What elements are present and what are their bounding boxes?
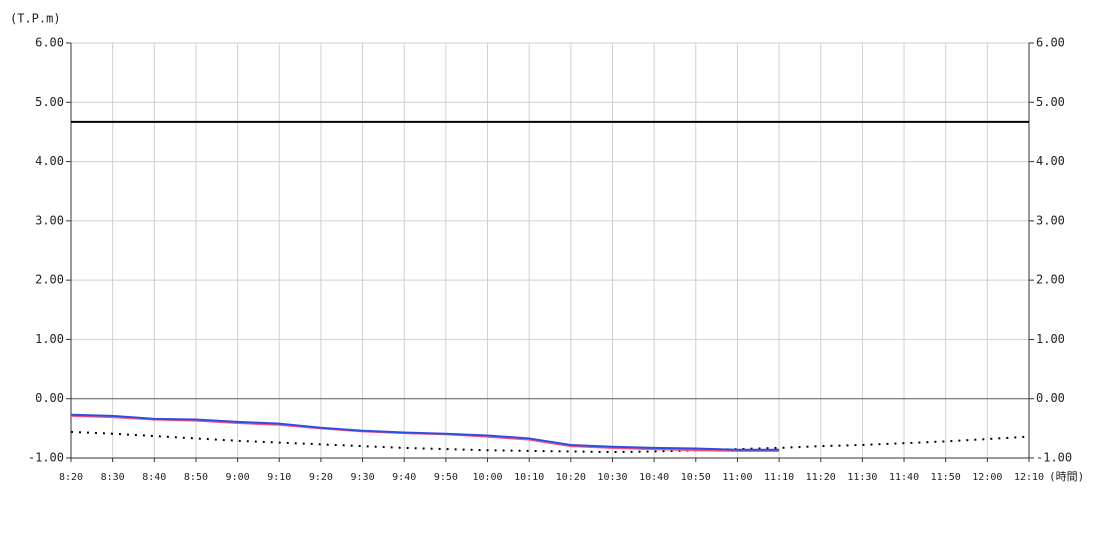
x-tick-label: 11:10 (764, 472, 794, 483)
y-tick-label: 2.00 (35, 273, 64, 287)
x-tick-label: 10:20 (556, 472, 586, 483)
y2-tick-label: -1.00 (1036, 451, 1072, 465)
x-tick-label: 10:30 (597, 472, 627, 483)
x-tick-label: 9:10 (267, 472, 291, 483)
x-tick-label: 12:00 (972, 472, 1002, 483)
x-tick-label: 11:20 (806, 472, 836, 483)
x-tick-label: 10:40 (639, 472, 669, 483)
y2-tick-label: 2.00 (1036, 273, 1065, 287)
y-tick-label: -1.00 (28, 451, 64, 465)
x-tick-label: 9:40 (392, 472, 416, 483)
y2-tick-label: 5.00 (1036, 95, 1065, 109)
y-tick-label: 3.00 (35, 213, 64, 227)
x-tick-label: 11:00 (722, 472, 752, 483)
x-tick-label: 10:50 (681, 472, 711, 483)
x-tick-label: 8:20 (59, 472, 83, 483)
y2-tick-label: 1.00 (1036, 332, 1065, 346)
x-tick-label: 10:10 (514, 472, 544, 483)
x-tick-label: 9:50 (434, 472, 458, 483)
y-tick-label: 0.00 (35, 391, 64, 405)
y-tick-label: 4.00 (35, 154, 64, 168)
x-tick-label: 11:40 (889, 472, 919, 483)
series-line (70, 413, 780, 451)
x-tick-label: 9:30 (351, 472, 375, 483)
x-tick-label: 11:50 (931, 472, 961, 483)
x-tick-label: 9:20 (309, 472, 333, 483)
y2-tick-label: 0.00 (1036, 391, 1065, 405)
y2-tick-label: 6.00 (1036, 36, 1065, 50)
x-tick-label: 10:00 (472, 472, 502, 483)
y2-tick-label: 4.00 (1036, 154, 1065, 168)
x-axis-label: (時間) (1049, 470, 1084, 483)
x-tick-label: 8:30 (101, 472, 125, 483)
y-tick-label: 5.00 (35, 95, 64, 109)
x-tick-label: 8:50 (184, 472, 208, 483)
y-tick-label: 6.00 (35, 36, 64, 50)
y2-tick-label: 3.00 (1036, 213, 1065, 227)
x-tick-label: 9:00 (226, 472, 250, 483)
x-tick-label: 8:40 (142, 472, 166, 483)
x-tick-label: 11:30 (847, 472, 877, 483)
x-tick-label: 12:10 (1014, 472, 1044, 483)
y-axis-label: (T.P.m) (10, 12, 61, 26)
y-tick-label: 1.00 (35, 332, 64, 346)
